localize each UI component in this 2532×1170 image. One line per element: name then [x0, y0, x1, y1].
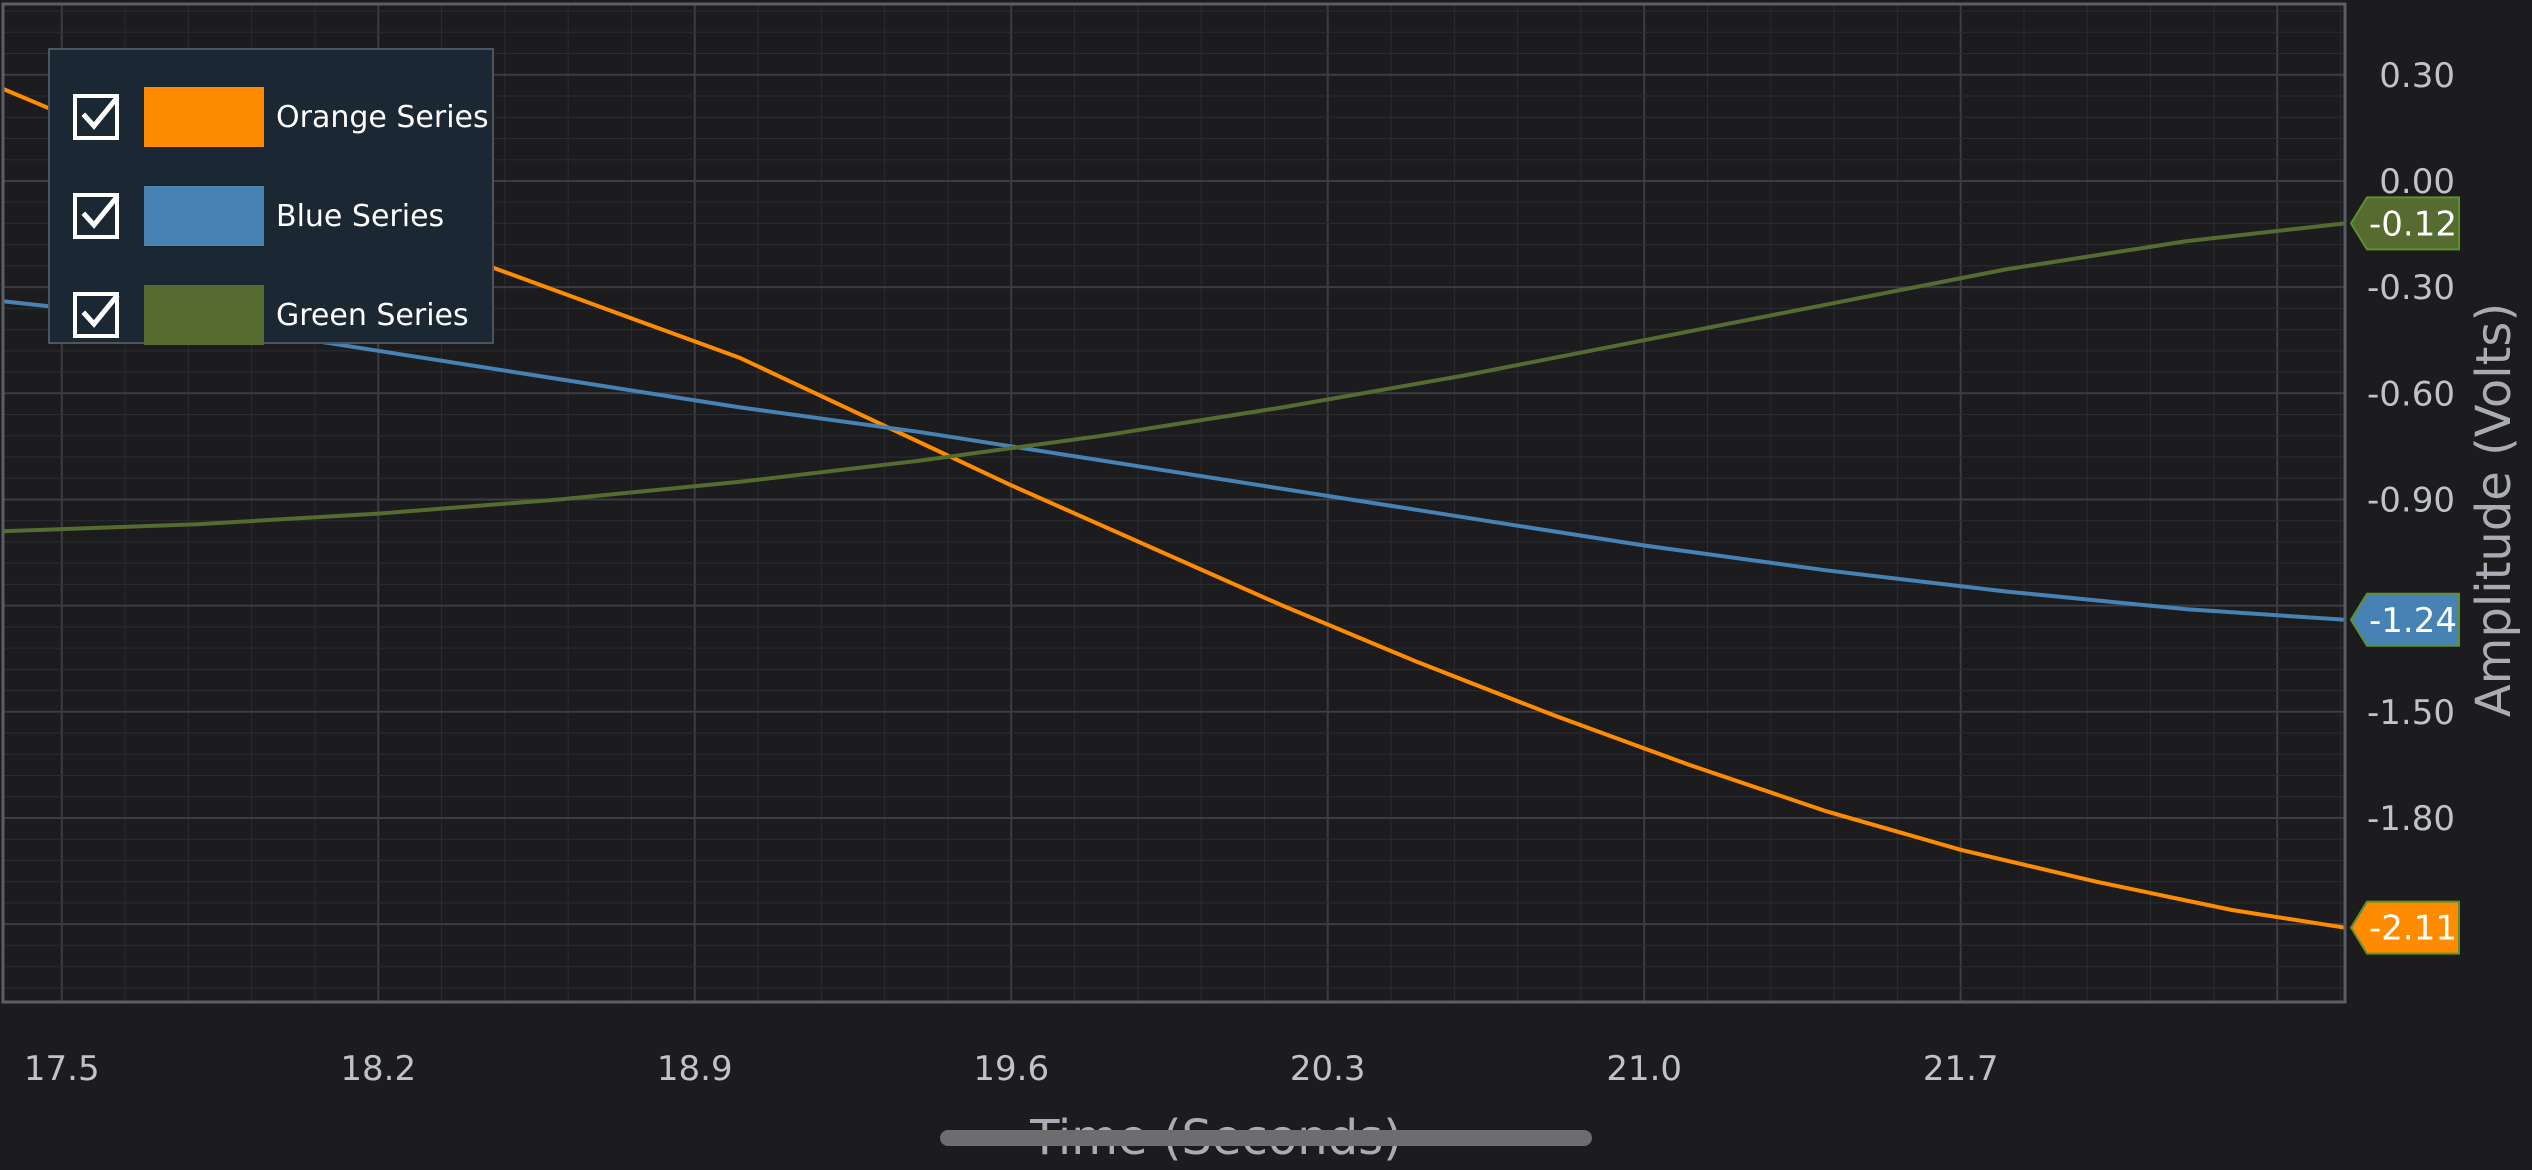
value-badge-shape — [2349, 900, 2460, 955]
y-tick-label: -0.90 — [2367, 480, 2455, 520]
value-badge: -2.11 — [2349, 900, 2460, 955]
x-tick-label: 21.0 — [1606, 1049, 1682, 1089]
value-badges: -2.11 -1.24 -0.12 — [2349, 196, 2460, 955]
legend-swatch — [144, 186, 264, 246]
legend-item-green[interactable]: Green Series — [72, 284, 469, 346]
legend: Orange Series Blue Series Green Series — [48, 48, 494, 346]
value-badge-label: -1.24 — [2369, 601, 2457, 641]
checkbox-checked-icon[interactable] — [72, 93, 120, 141]
legend-label: Orange Series — [276, 99, 489, 135]
legend-swatch — [144, 87, 264, 147]
x-axis-ticks: 17.5 18.2 18.9 19.6 20.3 21.0 21.7 — [24, 1049, 1999, 1089]
x-tick-label: 18.9 — [657, 1049, 733, 1089]
y-tick-label: -0.30 — [2367, 268, 2455, 308]
value-badge-shape — [2349, 592, 2460, 647]
y-tick-label: -0.60 — [2367, 374, 2455, 414]
plot-frame — [1, 2, 2347, 1004]
legend-swatch — [144, 285, 264, 345]
x-tick-label: 21.7 — [1923, 1049, 1999, 1089]
scroll-indicator[interactable] — [940, 1130, 1592, 1146]
series-line-green — [2, 221, 2346, 534]
x-tick-label: 18.2 — [340, 1049, 416, 1089]
value-badge: -0.12 — [2349, 196, 2460, 251]
y-tick-label: -1.80 — [2367, 799, 2455, 839]
x-tick-label: 20.3 — [1290, 1049, 1366, 1089]
legend-label: Green Series — [276, 297, 469, 333]
legend-label: Blue Series — [276, 198, 445, 234]
x-tick-label: 17.5 — [24, 1049, 100, 1089]
checkbox-checked-icon[interactable] — [72, 291, 120, 339]
value-badge-label: -2.11 — [2369, 909, 2457, 949]
y-axis-ticks: 0.30 0.00 -0.30 -0.60 -0.90 -1.50 -1.80 — [2367, 56, 2455, 839]
series-line-blue — [2, 299, 2346, 622]
value-badge: -1.24 — [2349, 592, 2460, 647]
y-tick-label: 0.30 — [2379, 56, 2455, 96]
legend-item-blue[interactable]: Blue Series — [72, 185, 444, 247]
legend-item-orange[interactable]: Orange Series — [72, 86, 489, 148]
y-tick-label: 0.00 — [2379, 162, 2455, 202]
y-tick-label: -1.50 — [2367, 693, 2455, 733]
checkbox-checked-icon[interactable] — [72, 192, 120, 240]
x-tick-label: 19.6 — [973, 1049, 1049, 1089]
y-axis-title: Amplitude (Volts) — [2466, 303, 2522, 717]
value-badge-shape — [2349, 196, 2460, 251]
value-badge-label: -0.12 — [2369, 204, 2457, 244]
